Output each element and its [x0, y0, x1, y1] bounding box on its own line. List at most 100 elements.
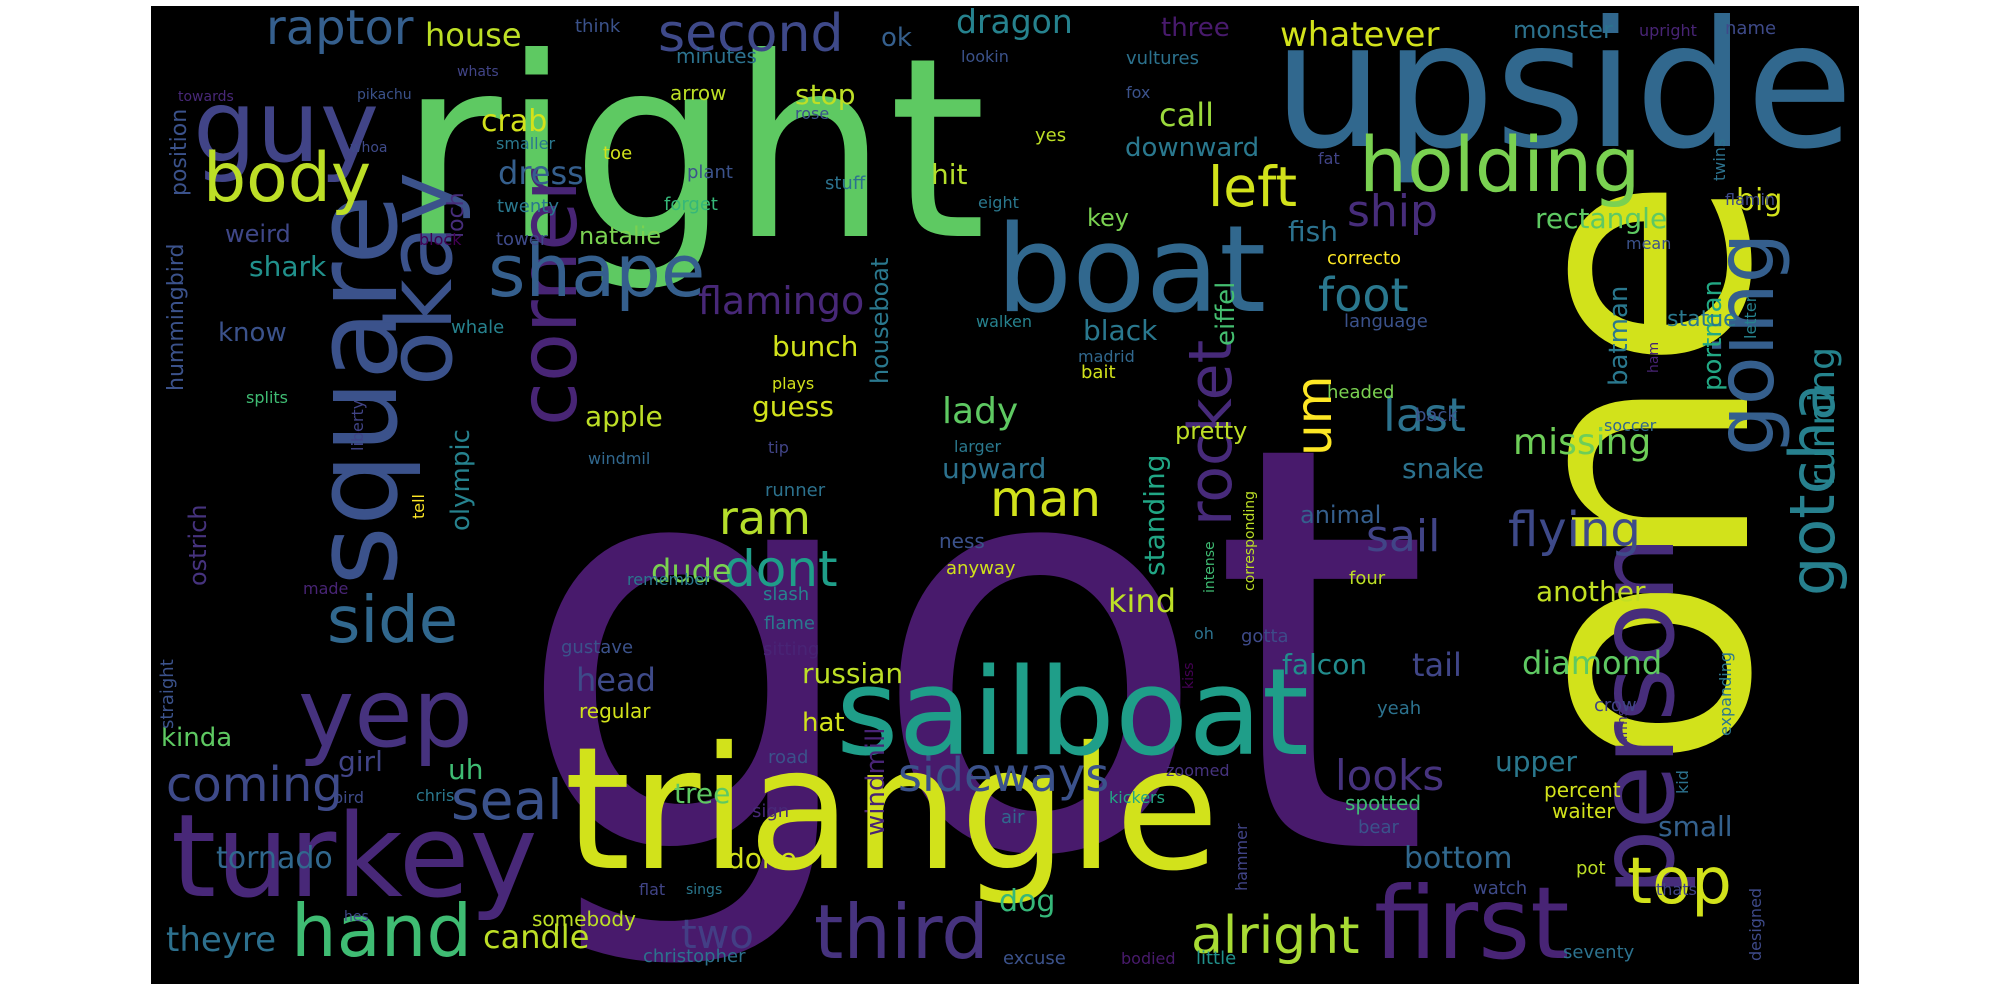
word-going: going — [1699, 233, 1792, 456]
word-square: square — [290, 194, 424, 586]
word-position: position — [167, 109, 192, 196]
word-flying: flying — [1508, 502, 1641, 558]
word-block: block — [419, 230, 462, 249]
word-big: big — [1736, 183, 1782, 218]
word-excuse: excuse — [1003, 948, 1066, 969]
word-sailboat: sailboat — [836, 644, 1309, 783]
word-right: right — [399, 6, 986, 295]
word-cloud: got one right upside triangle sailboat square b… — [151, 6, 1859, 984]
word-seal: seal — [451, 768, 562, 832]
word-guess: guess — [752, 390, 834, 423]
word-flamingo: flamingo — [698, 279, 864, 323]
word-walken: walken — [976, 312, 1032, 331]
word-ok: ok — [881, 23, 912, 53]
word-fish: fish — [1288, 215, 1338, 248]
word-lady: lady — [942, 391, 1018, 432]
word-ram: ram — [719, 491, 811, 545]
word-foot: foot — [1318, 268, 1409, 322]
word-percent: percent — [1544, 778, 1621, 802]
word-forget: forget — [664, 194, 718, 215]
word-fat: fat — [1318, 149, 1340, 168]
word-twenty: twenty — [497, 196, 559, 217]
word-loch: loch — [444, 192, 469, 238]
word-sign: sign — [752, 801, 789, 822]
word-arrow: arrow — [670, 81, 727, 105]
word-monster: monster — [1513, 16, 1613, 44]
word-kiss: kiss — [1181, 662, 1197, 689]
word-runner: runner — [765, 480, 826, 501]
word-corresponding: corresponding — [1242, 491, 1258, 591]
word-whoa: whoa — [350, 140, 387, 156]
word-animal: animal — [1300, 501, 1381, 529]
word-statue: statue — [1667, 307, 1737, 332]
word-side: side — [327, 584, 458, 658]
word-dress: dress — [498, 154, 584, 192]
word-person: person — [1576, 536, 1698, 896]
word-hit: hit — [931, 158, 968, 191]
word-windmill: windmill — [861, 728, 891, 836]
word-expanding: expanding — [1716, 652, 1735, 736]
word-tornado: tornado — [216, 841, 333, 876]
word-black: black — [1083, 314, 1158, 347]
word-christopher: christopher — [643, 946, 746, 967]
word-thats: thats — [1656, 880, 1697, 899]
word-uh: uh — [448, 753, 484, 786]
word-left: left — [1208, 155, 1297, 219]
word-madrid: madrid — [1078, 347, 1135, 366]
word-guy: guy — [193, 68, 379, 185]
word-letter: letter — [1741, 295, 1760, 339]
word-whats: whats — [457, 64, 499, 80]
word-standing: standing — [1138, 454, 1171, 576]
word-shark: shark — [249, 250, 327, 283]
word-looks: looks — [1335, 751, 1444, 800]
word-whale: whale — [451, 317, 504, 338]
word-candle: candle — [483, 918, 589, 956]
word-rocket: rocket — [1176, 340, 1246, 526]
word-pretty: pretty — [1175, 417, 1247, 445]
word-olympic: olympic — [446, 429, 476, 531]
word-gotta: gotta — [1241, 626, 1289, 647]
word-first: first — [1374, 865, 1569, 982]
word-pikachu: pikachu — [357, 87, 412, 103]
word-girl: girl — [338, 745, 383, 778]
word-back: back — [1415, 405, 1458, 426]
word-kickers: kickers — [1109, 788, 1165, 807]
word-towards: towards — [178, 89, 234, 105]
word-diamond: diamond — [1522, 644, 1662, 682]
word-intense: intense — [1202, 541, 1218, 593]
word-coming: coming — [166, 757, 343, 813]
word-hand: hand — [291, 889, 472, 973]
word-arms: arms — [1615, 709, 1631, 744]
word-two: two — [681, 912, 754, 958]
word-stuff: stuff — [825, 173, 866, 194]
word-rectangle: rectangle — [1535, 202, 1667, 235]
word-shape: shape — [488, 229, 705, 313]
word-smaller: smaller — [496, 134, 555, 153]
word-seventy: seventy — [1563, 942, 1635, 963]
word-third: third — [814, 888, 989, 976]
word-flamin: flamin — [1725, 190, 1775, 209]
word-hes: hes — [344, 909, 369, 925]
word-road: road — [768, 747, 808, 768]
word-straight: straight — [157, 659, 178, 729]
word-small: small — [1658, 810, 1733, 843]
word-second: second — [658, 6, 843, 64]
word-um: um — [1285, 376, 1343, 456]
word-watch: watch — [1473, 878, 1527, 899]
word-zoomed: zoomed — [1166, 761, 1230, 780]
word-bird: bird — [333, 788, 364, 807]
word-yes: yes — [1035, 125, 1066, 146]
word-larger: larger — [954, 437, 1002, 456]
word-hummingbird: hummingbird — [164, 244, 189, 391]
word-crab: crab — [481, 104, 547, 139]
word-apple: apple — [585, 400, 663, 433]
word-raptor: raptor — [266, 6, 414, 56]
word-pot: pot — [1576, 858, 1606, 879]
word-made: made — [303, 579, 348, 598]
word-head: head — [576, 661, 656, 699]
word-ship: ship — [1347, 186, 1438, 237]
word-mean: mean — [1626, 234, 1671, 253]
word-correcto: correcto — [1327, 248, 1401, 269]
word-chris: chris — [416, 786, 454, 805]
